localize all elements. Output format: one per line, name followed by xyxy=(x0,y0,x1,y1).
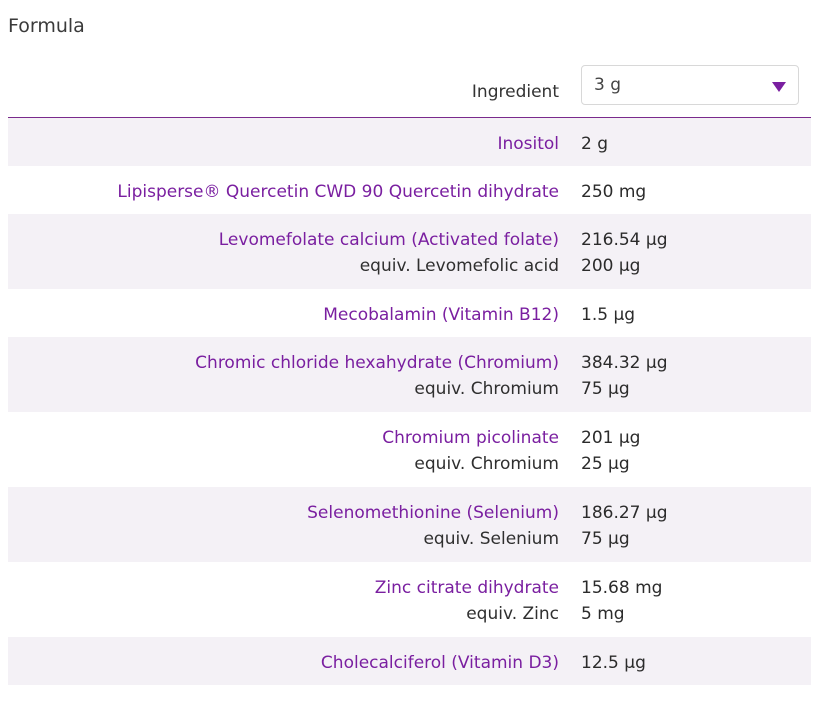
equivalent-label: equiv. Levomefolic acid xyxy=(359,256,559,276)
ingredient-amount: 216.54 µg xyxy=(581,230,668,250)
ingredient-name[interactable]: Cholecalciferol (Vitamin D3) xyxy=(320,653,559,673)
ingredient-amount: 1.5 µg xyxy=(581,305,636,325)
ingredient-name[interactable]: Chromic chloride hexahydrate (Chromium) xyxy=(195,353,559,373)
ingredient-table: Inositol 2 g Lipisperse® Quercetin CWD 9… xyxy=(8,118,811,685)
ingredient-amount: 12.5 µg xyxy=(581,653,646,673)
equivalent-label: equiv. Chromium xyxy=(414,379,559,399)
ingredient-amount: 15.68 mg xyxy=(581,578,663,598)
ingredient-name[interactable]: Chromium picolinate xyxy=(382,428,559,448)
ingredient-name[interactable]: Lipisperse® Quercetin CWD 90 Quercetin d… xyxy=(117,182,559,202)
table-row: Inositol 2 g xyxy=(8,118,811,166)
table-row: Levomefolate calcium (Activated folate) … xyxy=(8,214,811,289)
serving-size-select[interactable]: 3 g xyxy=(581,65,799,105)
ingredient-column-label: Ingredient xyxy=(471,82,559,102)
ingredient-name[interactable]: Selenomethionine (Selenium) xyxy=(307,503,559,523)
table-row: Chromium picolinate equiv. Chromium 201 … xyxy=(8,412,811,487)
table-row: Zinc citrate dihydrate equiv. Zinc 15.68… xyxy=(8,562,811,637)
serving-size-value: 3 g xyxy=(594,75,622,95)
equivalent-amount: 75 µg xyxy=(581,379,630,399)
ingredient-name[interactable]: Levomefolate calcium (Activated folate) xyxy=(218,230,559,250)
formula-title: Formula xyxy=(8,15,85,37)
equivalent-amount: 200 µg xyxy=(581,256,641,276)
ingredient-name[interactable]: Inositol xyxy=(497,134,559,154)
equivalent-amount: 5 mg xyxy=(581,604,625,624)
equivalent-amount: 25 µg xyxy=(581,454,630,474)
ingredient-name[interactable]: Mecobalamin (Vitamin B12) xyxy=(323,305,559,325)
table-row: Selenomethionine (Selenium) equiv. Selen… xyxy=(8,487,811,562)
equivalent-label: equiv. Chromium xyxy=(414,454,559,474)
ingredient-amount: 201 µg xyxy=(581,428,641,448)
table-row: Chromic chloride hexahydrate (Chromium) … xyxy=(8,337,811,412)
chevron-down-icon xyxy=(772,82,786,92)
equivalent-amount: 75 µg xyxy=(581,529,630,549)
ingredient-amount: 384.32 µg xyxy=(581,353,668,373)
ingredient-amount: 186.27 µg xyxy=(581,503,668,523)
ingredient-name[interactable]: Zinc citrate dihydrate xyxy=(374,578,559,598)
table-row: Cholecalciferol (Vitamin D3) 12.5 µg xyxy=(8,637,811,685)
ingredient-amount: 250 mg xyxy=(581,182,647,202)
equivalent-label: equiv. Selenium xyxy=(423,529,559,549)
table-row: Lipisperse® Quercetin CWD 90 Quercetin d… xyxy=(8,166,811,214)
ingredient-table-header: Ingredient 3 g xyxy=(8,64,811,118)
ingredient-amount: 2 g xyxy=(581,134,609,154)
table-row: Mecobalamin (Vitamin B12) 1.5 µg xyxy=(8,289,811,337)
equivalent-label: equiv. Zinc xyxy=(466,604,559,624)
